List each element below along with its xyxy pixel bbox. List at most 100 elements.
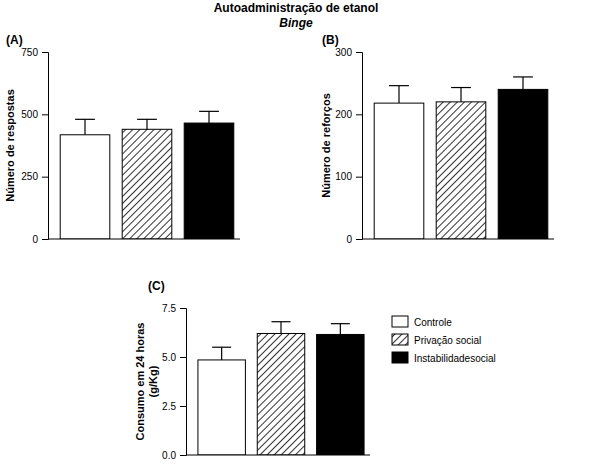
tick-mark (42, 239, 48, 240)
tick-label: 5.0 (162, 352, 176, 363)
y-axis-title-line: Número de respostas (4, 89, 16, 201)
error-bar (75, 119, 95, 134)
y-axis: 0.0 2.5 5.0 7.5 (162, 303, 186, 461)
legend-label: Controle (414, 317, 452, 328)
error-cap (137, 119, 157, 120)
bar (317, 334, 364, 455)
tick: 7.5 (162, 303, 186, 314)
y-axis: 0 250 500 750 (21, 47, 48, 245)
error-line (340, 324, 341, 335)
bar (122, 129, 172, 239)
panel-label: (C) (148, 279, 165, 293)
tick: 300 (335, 47, 362, 58)
tick: 0 (32, 234, 48, 245)
error-bar (513, 77, 533, 89)
plot-area (374, 77, 548, 239)
tick: 250 (21, 171, 48, 182)
tick-mark (356, 114, 362, 115)
subtitle: Binge (279, 16, 313, 30)
tick-label: 2.5 (162, 401, 176, 412)
error-line (522, 77, 523, 89)
bar (60, 135, 110, 239)
bar (198, 360, 245, 455)
y-axis-title-line: Número de reforços (320, 93, 332, 198)
legend-label: Privação social (414, 335, 481, 346)
y-axis-title: Número de respostas (4, 89, 16, 201)
error-cap (513, 76, 533, 77)
y-axis-title: Número de reforços (320, 93, 332, 198)
error-bar (212, 347, 231, 360)
x-axis-line (186, 455, 370, 456)
legend-swatch (392, 316, 408, 327)
error-line (146, 119, 147, 129)
tick: 2.5 (162, 401, 186, 412)
error-cap (272, 321, 291, 322)
axis-line (42, 53, 49, 240)
error-cap (199, 111, 219, 112)
axis-line (356, 53, 363, 240)
tick: 750 (21, 47, 48, 58)
error-cap (451, 87, 471, 88)
tick-label: 200 (335, 109, 352, 120)
tick-label: 0 (32, 234, 38, 245)
legend: Controle Privação social Instabilidadesoci… (392, 316, 496, 364)
tick-mark (180, 455, 186, 456)
bar (184, 123, 234, 239)
tick-label: 300 (335, 47, 352, 58)
tick: 200 (335, 109, 362, 120)
tick-label: 0 (346, 234, 352, 245)
tick-mark (180, 308, 186, 309)
error-line (84, 119, 85, 134)
bar (436, 102, 486, 239)
tick-mark (42, 114, 48, 115)
tick-label: 750 (21, 47, 38, 58)
plot-area (198, 322, 364, 455)
tick-label: 500 (21, 109, 38, 120)
tick-label: 0.0 (162, 450, 176, 461)
error-line (208, 111, 209, 123)
tick-label: 7.5 (162, 303, 176, 314)
error-line (398, 86, 399, 103)
tick: 0 (346, 234, 362, 245)
tick-mark (42, 177, 48, 178)
tick-mark (180, 406, 186, 407)
error-bar (451, 88, 471, 102)
figure: Autoadministração de etanolBinge (A) 0 250 5… (0, 0, 592, 467)
tick-mark (356, 239, 362, 240)
tick-mark (356, 52, 362, 53)
error-line (280, 322, 281, 334)
tick-label: 100 (335, 171, 352, 182)
title: Autoadministração de etanol (214, 1, 379, 15)
tick-mark (180, 357, 186, 358)
tick-mark (42, 52, 48, 53)
panel: (B) 0 100 200 300 Número de reforços (320, 33, 554, 245)
error-bar (389, 86, 409, 103)
tick: 500 (21, 109, 48, 120)
error-cap (75, 119, 95, 120)
tick: 5.0 (162, 352, 186, 363)
legend-swatch (392, 352, 408, 363)
panel: (C)0.02.55.07.5Consumo em 24 horas(g/Kg) (134, 279, 370, 461)
panel-label: (A) (6, 33, 23, 47)
panel: Autoadministração de etanolBinge (A) 0 250 5… (4, 1, 378, 245)
error-bar (331, 324, 350, 335)
legend-swatch (392, 334, 408, 345)
bar (257, 333, 304, 455)
tick: 100 (335, 171, 362, 182)
error-line (460, 88, 461, 102)
y-axis-title-line: (g/Kg) (147, 365, 159, 397)
legend-label: Instabilidadesocial (414, 353, 496, 364)
tick: 0.0 (162, 450, 186, 461)
error-bar (199, 111, 219, 123)
tick-mark (356, 177, 362, 178)
error-line (221, 347, 222, 360)
y-axis-title-line: Consumo em 24 horas (134, 323, 146, 441)
y-axis-title: Consumo em 24 horas(g/Kg) (134, 323, 159, 441)
panel-label: (B) (322, 33, 339, 47)
error-bar (137, 119, 157, 129)
bar (498, 89, 548, 239)
error-cap (212, 347, 231, 348)
x-axis-line (362, 239, 554, 240)
error-cap (331, 323, 350, 324)
bar (374, 103, 424, 239)
